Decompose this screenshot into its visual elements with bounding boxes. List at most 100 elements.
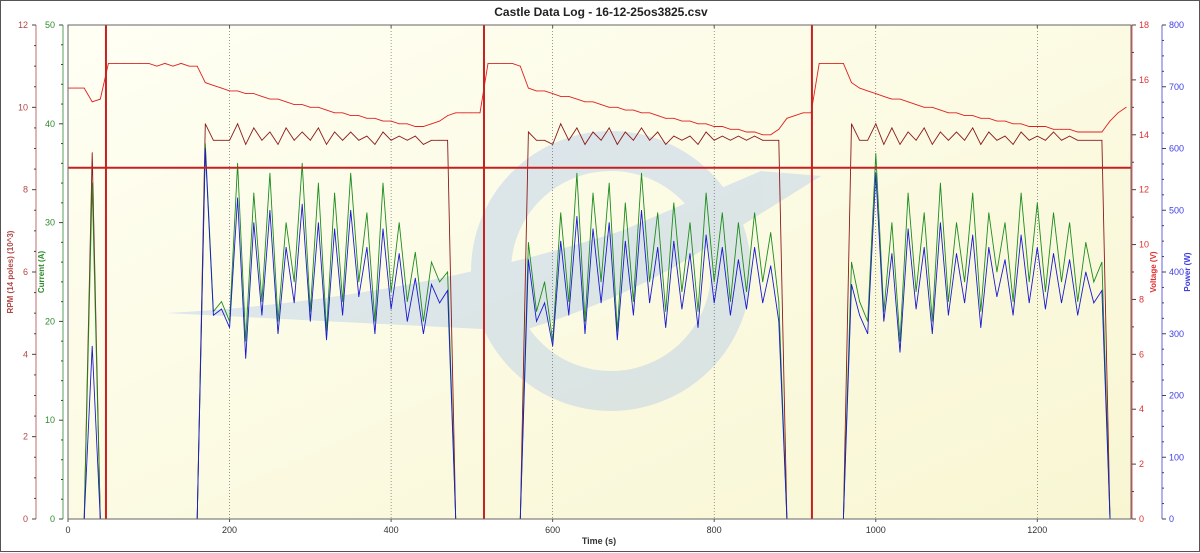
power-data-point	[358, 296, 360, 298]
current-data-point	[891, 222, 893, 224]
voltage-data-point	[972, 115, 974, 116]
power-data-point	[616, 339, 618, 341]
power-data-point	[923, 246, 925, 248]
power-data-point	[350, 209, 352, 211]
power-data-point	[867, 333, 869, 335]
rpm-data-point	[608, 127, 610, 129]
power-data-point	[972, 234, 974, 236]
rpm-data-point	[665, 143, 667, 145]
current-data-point	[689, 222, 691, 224]
voltage-tick-label: 12	[1139, 185, 1149, 195]
voltage-tick-label: 18	[1139, 20, 1149, 30]
voltage-data-point	[164, 63, 166, 64]
voltage-data-point	[398, 123, 400, 125]
voltage-data-point	[528, 87, 529, 89]
rpm-data-point	[431, 139, 432, 141]
rpm-data-point	[600, 139, 602, 141]
power-data-point	[309, 321, 311, 322]
voltage-data-point	[673, 117, 675, 119]
rpm-data-point	[641, 127, 642, 129]
rpm-data-point	[406, 139, 408, 141]
power-data-point	[1036, 246, 1038, 248]
power-data-point	[939, 222, 941, 224]
current-data-point	[770, 232, 772, 233]
current-data-point	[318, 182, 319, 184]
voltage-data-point	[608, 106, 610, 108]
voltage-data-point	[988, 117, 990, 119]
voltage-data-point	[350, 115, 352, 116]
rpm-data-point	[293, 139, 295, 141]
power-data-point	[1061, 302, 1062, 304]
voltage-data-point	[1093, 131, 1095, 133]
rpm-data-point	[212, 139, 214, 141]
voltage-data-point	[423, 126, 424, 127]
rpm-tick-label: 2	[23, 432, 28, 442]
voltage-data-point	[568, 95, 570, 97]
power-data-point	[1101, 290, 1103, 291]
voltage-axis-title: Voltage (V)	[1149, 251, 1158, 293]
current-tick-label: 20	[45, 316, 55, 326]
rpm-data-point	[309, 139, 311, 141]
rpm-data-point	[673, 135, 675, 137]
current-data-point	[1061, 281, 1062, 283]
rpm-data-point	[891, 127, 893, 129]
voltage-data-point	[729, 128, 731, 130]
voltage-data-point	[334, 112, 335, 114]
rpm-tick-label: 0	[23, 514, 28, 524]
voltage-data-point	[681, 120, 683, 122]
current-data-point	[600, 281, 602, 283]
current-data-point	[544, 281, 545, 283]
power-data-point	[746, 308, 747, 310]
rpm-data-point	[229, 139, 230, 141]
rpm-data-point	[221, 139, 222, 141]
voltage-data-point	[1053, 128, 1054, 130]
current-data-point	[754, 212, 755, 214]
power-data-point	[988, 246, 990, 248]
power-series-line	[68, 148, 1127, 520]
rpm-data-point	[972, 127, 974, 129]
rpm-data-point	[584, 143, 586, 145]
power-data-point	[705, 234, 707, 236]
power-data-point	[713, 302, 715, 304]
voltage-data-point	[1044, 126, 1046, 127]
power-tick-label: 300	[1169, 329, 1184, 339]
current-data-point	[253, 192, 255, 194]
power-data-point	[770, 265, 772, 267]
power-data-point	[568, 314, 570, 316]
voltage-data-point	[107, 63, 109, 64]
power-data-point	[374, 333, 376, 335]
voltage-data-point	[592, 101, 594, 103]
power-data-point	[980, 327, 982, 328]
power-data-point	[423, 333, 424, 335]
voltage-data-point	[91, 101, 93, 103]
voltage-data-point	[939, 109, 941, 111]
rpm-data-point	[592, 131, 594, 133]
power-data-point	[649, 302, 650, 304]
voltage-data-point	[956, 112, 957, 114]
voltage-data-point	[212, 84, 214, 86]
power-data-point	[221, 308, 222, 310]
power-data-point	[1004, 259, 1006, 261]
rpm-data-point	[681, 139, 683, 141]
voltage-data-point	[633, 109, 634, 111]
rpm-data-point	[948, 139, 949, 141]
chart-title: Castle Data Log - 16-12-25os3825.csv	[494, 5, 708, 19]
rpm-tick-label: 4	[23, 349, 28, 359]
power-data-point	[964, 302, 966, 304]
current-data-point	[1077, 301, 1079, 303]
power-tick-label: 400	[1169, 267, 1184, 277]
rpm-data-point	[318, 127, 319, 129]
current-data-point	[649, 281, 650, 283]
power-data-point	[948, 314, 949, 316]
current-data-point	[423, 321, 424, 322]
current-data-point	[608, 182, 610, 184]
voltage-data-point	[180, 63, 182, 64]
rpm-series-line	[68, 122, 1127, 520]
voltage-data-point	[802, 112, 804, 114]
voltage-data-point	[479, 112, 481, 114]
current-data-point	[406, 301, 408, 303]
power-data-point	[528, 259, 529, 261]
power-data-point	[229, 327, 230, 328]
power-data-point	[552, 345, 554, 347]
